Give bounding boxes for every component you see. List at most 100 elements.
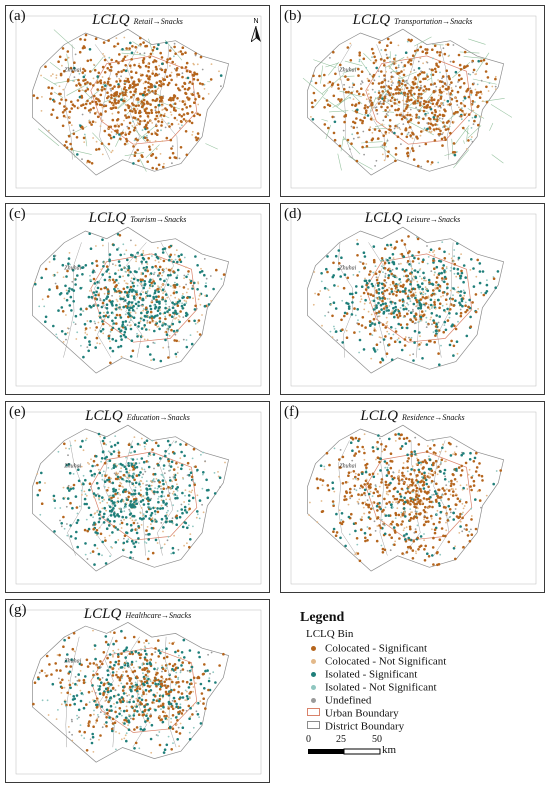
road-line [139, 158, 147, 172]
isolated-not-significant-point [176, 489, 179, 492]
isolated-significant-point [133, 545, 137, 549]
colocated-significant-point [377, 137, 380, 140]
isolated-significant-point [118, 133, 121, 136]
colocated-not-significant-point [184, 489, 187, 491]
colocated-significant-point [377, 91, 381, 95]
colocated-significant-point [371, 82, 375, 85]
colocated-significant-point [178, 113, 181, 117]
colocated-significant-point [426, 306, 430, 309]
isolated-significant-point [429, 303, 433, 307]
isolated-significant-point [421, 287, 424, 291]
colocated-significant-point [404, 127, 408, 130]
isolated-significant-point [148, 484, 151, 488]
colocated-significant-point [194, 97, 197, 101]
colocated-significant-point [446, 282, 449, 286]
colocated-not-significant-point [363, 302, 366, 305]
colocated-not-significant-point [373, 286, 376, 289]
colocated-significant-point [432, 536, 435, 540]
colocated-significant-point [50, 113, 53, 116]
undefined-point [362, 130, 365, 133]
isolated-significant-point [147, 465, 151, 469]
colocated-not-significant-point [398, 77, 400, 79]
colocated-significant-point [423, 510, 427, 514]
isolated-significant-point [130, 339, 134, 342]
colocated-significant-point [433, 109, 437, 112]
colocated-significant-point [480, 474, 484, 478]
isolated-significant-point [103, 506, 106, 510]
isolated-significant-point [323, 286, 327, 290]
isolated-significant-point [93, 282, 97, 285]
colocated-significant-point [151, 90, 154, 93]
colocated-significant-point [107, 133, 111, 137]
isolated-significant-point [119, 253, 122, 257]
road-line [92, 132, 111, 152]
isolated-significant-point [160, 517, 164, 521]
colocated-not-significant-point [176, 119, 179, 121]
colocated-significant-point [394, 159, 397, 163]
colocated-significant-point [80, 125, 84, 129]
isolated-significant-point [372, 299, 376, 303]
colocated-not-significant-point [161, 140, 164, 143]
isolated-not-significant-point [196, 513, 199, 516]
isolated-not-significant-point [169, 285, 172, 287]
colocated-significant-point [110, 496, 113, 500]
colocated-not-significant-point [360, 295, 362, 298]
isolated-significant-point [379, 469, 382, 472]
isolated-significant-point [137, 473, 141, 477]
undefined-point [376, 113, 379, 115]
colocated-significant-point [169, 96, 172, 100]
undefined-point [463, 528, 466, 530]
colocated-not-significant-point [68, 116, 71, 119]
colocated-not-significant-point [420, 460, 422, 463]
isolated-significant-point [40, 276, 43, 280]
colocated-significant-point [165, 75, 169, 78]
isolated-significant-point [392, 526, 396, 529]
isolated-significant-point [119, 510, 123, 513]
isolated-significant-point [459, 294, 462, 297]
colocated-significant-point [96, 115, 100, 119]
road-line [466, 127, 469, 142]
undefined-point [81, 113, 84, 116]
isolated-significant-point [68, 304, 72, 307]
colocated-significant-point [117, 451, 121, 454]
isolated-significant-point [443, 280, 446, 284]
colocated-significant-point [318, 74, 321, 78]
colocated-significant-point [129, 285, 133, 289]
colocated-significant-point [107, 125, 111, 129]
isolated-not-significant-point [89, 552, 92, 554]
colocated-significant-point [144, 108, 147, 111]
isolated-significant-point [139, 500, 143, 503]
undefined-point [455, 445, 458, 448]
undefined-point [380, 102, 383, 105]
isolated-significant-point [485, 290, 489, 293]
undefined-point [445, 84, 448, 86]
undefined-point [426, 61, 429, 64]
colocated-not-significant-point [135, 258, 138, 260]
colocated-not-significant-point [330, 86, 333, 88]
road-line [132, 41, 142, 48]
colocated-not-significant-point [92, 137, 94, 139]
isolated-significant-point [60, 306, 64, 309]
isolated-significant-point [412, 287, 415, 290]
undefined-point [444, 475, 446, 478]
isolated-significant-point [121, 48, 124, 51]
colocated-significant-point [422, 109, 426, 113]
colocated-not-significant-point [156, 88, 159, 91]
colocated-significant-point [422, 89, 425, 92]
isolated-not-significant-point [191, 457, 194, 460]
isolated-not-significant-point [386, 298, 389, 300]
isolated-significant-point [126, 258, 129, 262]
isolated-significant-point [152, 453, 156, 456]
isolated-significant-point [177, 254, 181, 258]
colocated-not-significant-point [140, 489, 142, 492]
isolated-not-significant-point [110, 546, 112, 548]
road-line [454, 125, 470, 146]
isolated-significant-point [144, 315, 147, 318]
isolated-significant-point [390, 358, 394, 361]
colocated-not-significant-point [131, 519, 134, 522]
isolated-significant-point [334, 254, 338, 258]
colocated-not-significant-point [396, 127, 399, 129]
colocated-significant-point [134, 111, 137, 114]
colocated-significant-point [179, 120, 183, 123]
colocated-not-significant-point [352, 478, 355, 480]
